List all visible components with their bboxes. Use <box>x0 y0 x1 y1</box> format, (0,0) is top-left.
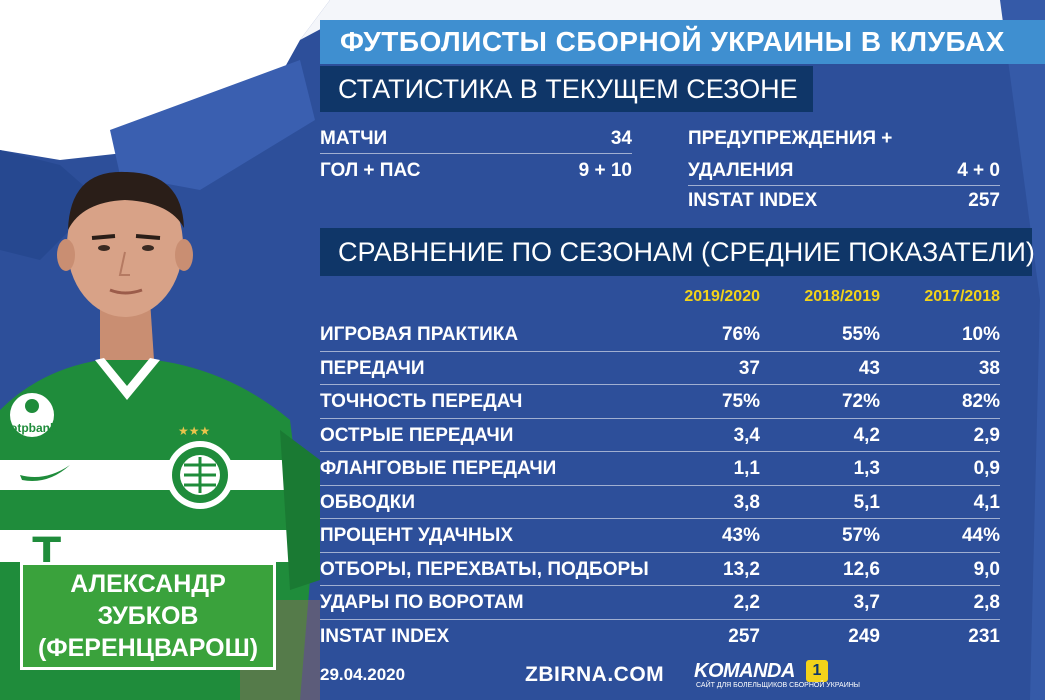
row-value: 76% <box>721 324 760 345</box>
stat-value: 9 + 10 <box>578 160 632 181</box>
stat-value: 4 + 0 <box>957 159 1000 181</box>
stat-label: ПРЕДУПРЕЖДЕНИЯ + <box>688 128 893 149</box>
site-link[interactable]: ZBIRNA.COM <box>525 663 665 686</box>
table-row: ТОЧНОСТЬ ПЕРЕДАЧ 75% 72% 82% <box>320 385 1000 419</box>
stat-row-instat: INSTAT INDEX 257 <box>688 186 1000 216</box>
row-value: 43% <box>721 525 760 546</box>
row-label: ФЛАНГОВЫЕ ПЕРЕДАЧИ <box>320 458 557 479</box>
stat-value: 34 <box>610 127 632 149</box>
row-value: 257 <box>728 625 760 647</box>
row-value: 2,2 <box>733 592 760 613</box>
player-name-box: АЛЕКСАНДР ЗУБКОВ (ФЕРЕНЦВАРОШ) <box>20 562 276 670</box>
table-row: ИГРОВАЯ ПРАКТИКА 76% 55% 10% <box>320 318 1000 352</box>
stat-row-matches: МАТЧИ 34 <box>320 124 632 154</box>
row-label: УДАРЫ ПО ВОРОТАМ <box>320 592 524 613</box>
comparison-title: СРАВНЕНИЕ ПО СЕЗОНАМ (СРЕДНИЕ ПОКАЗАТЕЛИ… <box>338 236 1035 267</box>
stat-label: INSTAT INDEX <box>688 190 818 211</box>
comparison-banner: СРАВНЕНИЕ ПО СЕЗОНАМ (СРЕДНИЕ ПОКАЗАТЕЛИ… <box>320 228 1035 276</box>
page-subtitle: СТАТИСТИКА В ТЕКУЩЕМ СЕЗОНЕ <box>338 73 798 104</box>
season-header: 2017/2018 <box>924 288 1000 305</box>
svg-text:★★★: ★★★ <box>178 424 210 438</box>
row-value: 82% <box>961 391 1000 412</box>
stat-row-cards: УДАЛЕНИЯ 4 + 0 <box>688 156 1000 186</box>
table-row: ФЛАНГОВЫЕ ПЕРЕДАЧИ 1,1 1,3 0,9 <box>320 452 1000 486</box>
row-label: ПРОЦЕНТ УДАЧНЫХ <box>320 525 514 546</box>
row-label: INSTAT INDEX <box>320 625 450 647</box>
row-value: 38 <box>978 357 1000 379</box>
row-value: 55% <box>841 324 880 345</box>
stat-label: ГОЛ + ПАС <box>320 160 421 181</box>
row-value: 57% <box>841 525 880 546</box>
row-value: 3,7 <box>853 592 880 613</box>
row-value: 9,0 <box>973 558 1000 580</box>
stat-row-goals-assists: ГОЛ + ПАС 9 + 10 <box>320 156 632 186</box>
stat-label: УДАЛЕНИЯ <box>688 159 794 181</box>
row-value: 5,1 <box>853 491 880 513</box>
row-label: ОТБОРЫ, ПЕРЕХВАТЫ, ПОДБОРЫ <box>320 558 649 580</box>
row-value: 1,3 <box>853 458 880 479</box>
row-value: 249 <box>848 625 880 647</box>
table-row: ПРОЦЕНТ УДАЧНЫХ 43% 57% 44% <box>320 519 1000 553</box>
row-value: 13,2 <box>723 558 760 580</box>
row-value: 75% <box>721 391 760 412</box>
row-value: 4,2 <box>853 424 880 446</box>
row-value: 0,9 <box>973 458 1000 479</box>
player-first-name: АЛЕКСАНДР <box>70 570 226 598</box>
table-row: ПЕРЕДАЧИ 37 43 38 <box>320 352 1000 385</box>
table-row: ОТБОРЫ, ПЕРЕХВАТЫ, ПОДБОРЫ 13,2 12,6 9,0 <box>320 553 1000 586</box>
subtitle-banner: СТАТИСТИКА В ТЕКУЩЕМ СЕЗОНЕ <box>320 66 813 112</box>
row-label: ОСТРЫЕ ПЕРЕДАЧИ <box>320 424 514 446</box>
publish-date: 29.04.2020 <box>320 665 406 684</box>
row-value: 43 <box>858 357 880 379</box>
title-banner: ФУТБОЛИСТЫ СБОРНОЙ УКРАИНЫ В КЛУБАХ <box>320 20 1045 64</box>
row-value: 10% <box>961 324 1000 345</box>
player-last-name: ЗУБКОВ <box>97 602 199 630</box>
row-label: ТОЧНОСТЬ ПЕРЕДАЧ <box>320 391 523 412</box>
season-header: 2019/2020 <box>684 288 760 305</box>
stat-label: МАТЧИ <box>320 127 388 149</box>
row-label: ПЕРЕДАЧИ <box>320 357 425 379</box>
stat-value: 257 <box>968 190 1000 211</box>
row-value: 231 <box>968 625 1000 647</box>
row-label: ОБВОДКИ <box>320 491 415 513</box>
row-value: 44% <box>961 525 1000 546</box>
row-value: 2,9 <box>973 424 1000 446</box>
logo-tagline: САЙТ ДЛЯ БОЛЕЛЬЩИКОВ СБОРНОЙ УКРАИНЫ <box>696 682 860 689</box>
row-value: 4,1 <box>973 491 1000 513</box>
comparison-table: ИГРОВАЯ ПРАКТИКА 76% 55% 10% ПЕРЕДАЧИ 37… <box>320 318 1000 653</box>
row-value: 12,6 <box>843 558 880 580</box>
table-row: INSTAT INDEX 257 249 231 <box>320 620 1000 654</box>
logo-number: 1 <box>806 660 828 682</box>
row-value: 2,8 <box>973 592 1000 613</box>
season-headers: 2019/2020 2018/2019 2017/2018 <box>640 288 1000 314</box>
row-value: 37 <box>738 357 760 379</box>
row-label: ИГРОВАЯ ПРАКТИКА <box>320 324 519 345</box>
season-header: 2018/2019 <box>804 288 880 305</box>
row-value: 1,1 <box>733 458 760 479</box>
row-value: 3,8 <box>733 491 760 513</box>
logo-brand: KOMANDA <box>694 660 795 682</box>
player-club: (ФЕРЕНЦВАРОШ) <box>37 634 259 662</box>
page-title: ФУТБОЛИСТЫ СБОРНОЙ УКРАИНЫ В КЛУБАХ <box>340 26 1005 57</box>
table-row: ОБВОДКИ 3,8 5,1 4,1 <box>320 486 1000 519</box>
stat-row-cards-title: ПРЕДУПРЕЖДЕНИЯ + <box>688 124 1000 154</box>
table-row: ОСТРЫЕ ПЕРЕДАЧИ 3,4 4,2 2,9 <box>320 419 1000 452</box>
row-value: 3,4 <box>733 424 760 446</box>
row-value: 72% <box>841 391 880 412</box>
sponsor-logo: otpbank <box>10 421 57 435</box>
komanda-logo[interactable]: KOMANDA 1 САЙТ ДЛЯ БОЛЕЛЬЩИКОВ СБОРНОЙ У… <box>694 660 860 694</box>
table-row: УДАРЫ ПО ВОРОТАМ 2,2 3,7 2,8 <box>320 586 1000 620</box>
